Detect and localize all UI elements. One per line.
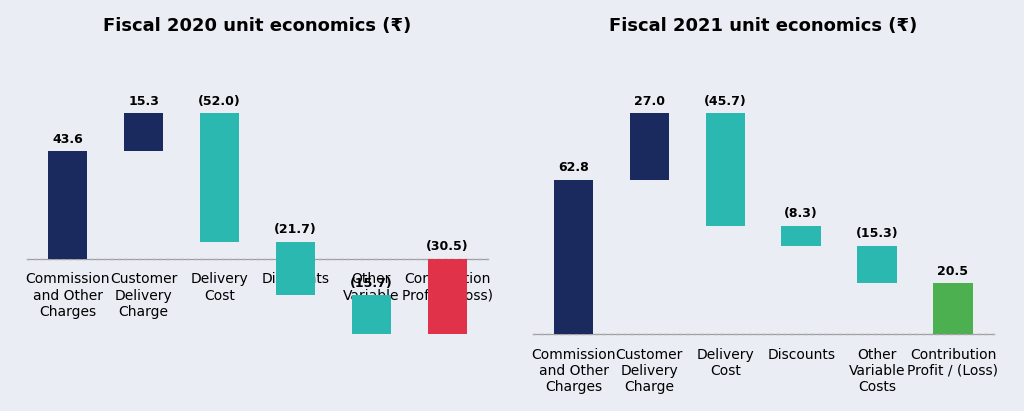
Text: (45.7): (45.7): [703, 95, 746, 108]
Bar: [554, 180, 593, 334]
Text: (15.3): (15.3): [856, 227, 898, 240]
Bar: [48, 151, 87, 259]
Text: (15.7): (15.7): [350, 277, 393, 289]
Text: 20.5: 20.5: [938, 265, 969, 278]
Title: Fiscal 2021 unit economics (₹): Fiscal 2021 unit economics (₹): [609, 17, 918, 35]
Text: 15.3: 15.3: [128, 95, 159, 108]
Bar: [933, 284, 973, 334]
Bar: [630, 113, 669, 180]
Bar: [706, 113, 745, 226]
Bar: [200, 113, 240, 242]
Text: 62.8: 62.8: [558, 161, 589, 174]
Text: (52.0): (52.0): [199, 95, 241, 108]
Text: (30.5): (30.5): [426, 240, 469, 253]
Bar: [781, 226, 821, 246]
Text: (8.3): (8.3): [784, 207, 818, 220]
Bar: [124, 113, 164, 151]
Bar: [857, 246, 897, 284]
Bar: [351, 295, 391, 334]
Text: 27.0: 27.0: [634, 95, 665, 108]
Text: 43.6: 43.6: [52, 133, 83, 145]
Bar: [275, 242, 315, 295]
Title: Fiscal 2020 unit economics (₹): Fiscal 2020 unit economics (₹): [103, 17, 412, 35]
Bar: [427, 259, 467, 334]
Text: (21.7): (21.7): [274, 223, 316, 236]
